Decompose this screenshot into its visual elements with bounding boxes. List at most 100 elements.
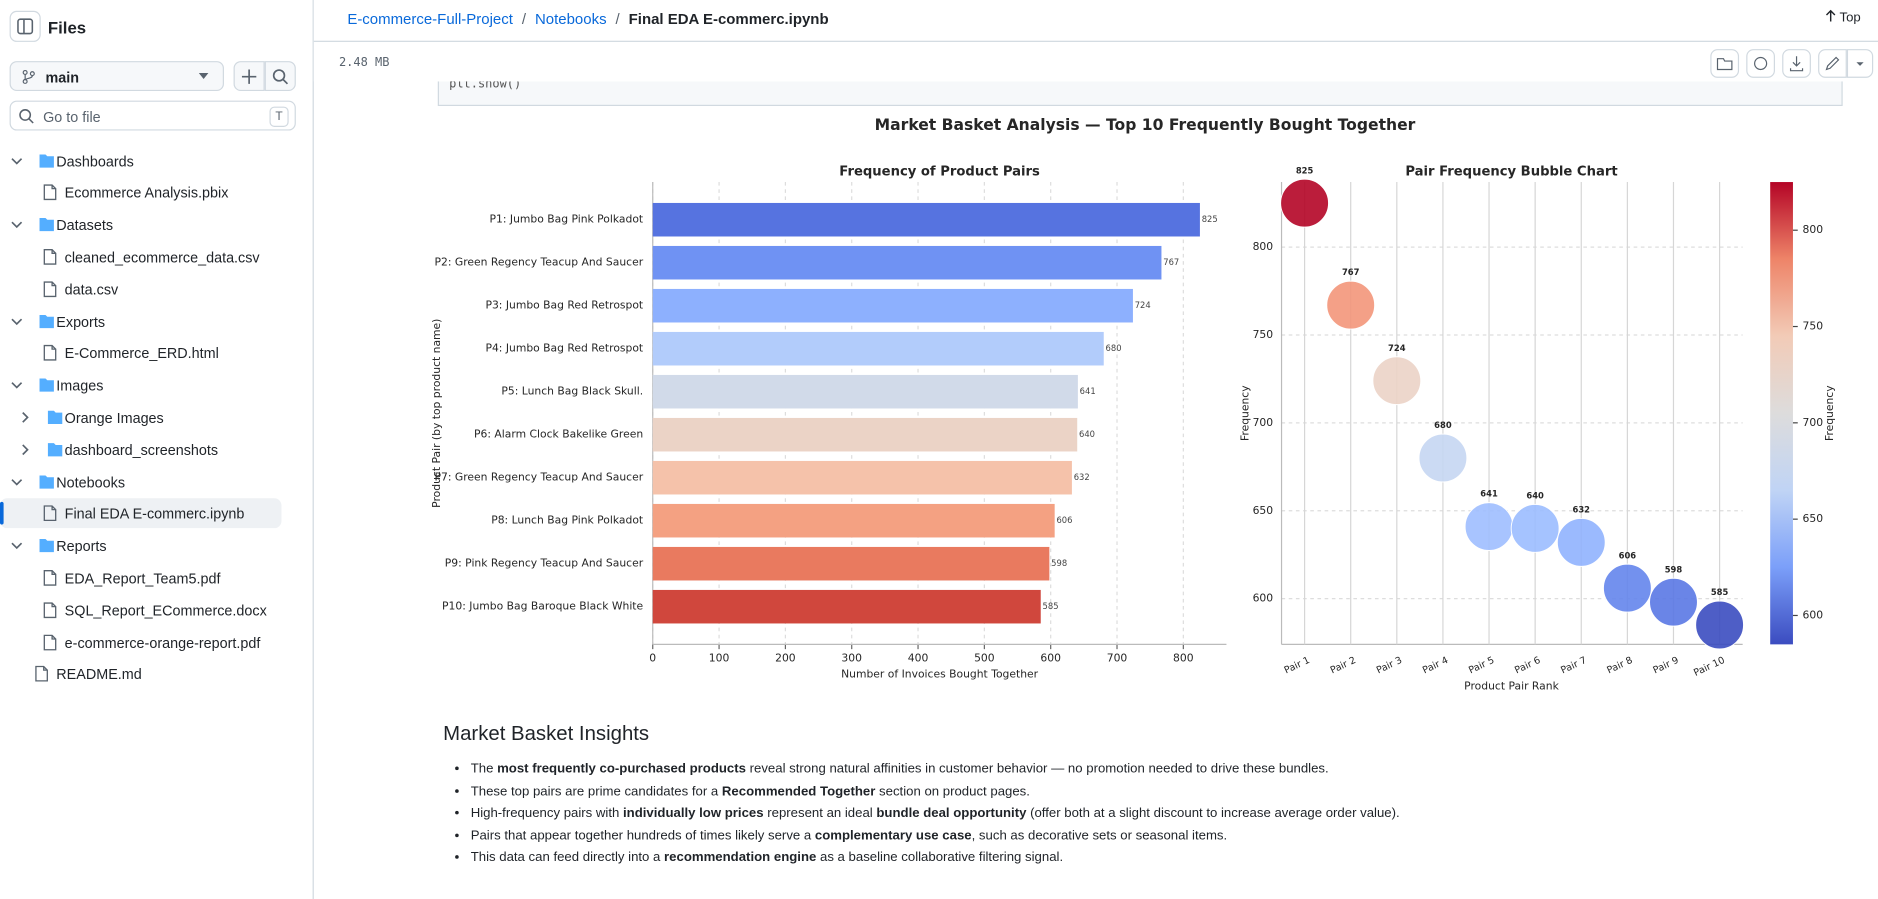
icon	[1716, 58, 1733, 71]
file-icon	[35, 666, 48, 682]
file-row[interactable]: data.csv	[0, 274, 281, 304]
tree-label: E-Commerce_ERD.html	[64, 345, 219, 363]
breadcrumb-link[interactable]: Notebooks	[534, 10, 607, 28]
toolbar-button[interactable]	[1846, 49, 1874, 78]
x-tick-label: Pair 7	[1559, 655, 1588, 676]
x-axis-label: Product Pair Rank	[1464, 679, 1559, 692]
bubble	[1280, 178, 1330, 228]
x-tick-label: Pair 9	[1652, 655, 1681, 676]
chart-title: Frequency of Product Pairs	[839, 164, 1040, 179]
breadcrumbs: E-commerce-Full-Project / Notebooks / Fi…	[347, 11, 828, 28]
folder-row[interactable]: Orange Images	[0, 402, 281, 432]
file-icon	[43, 248, 57, 265]
insight-item: The most frequently co-purchased product…	[471, 758, 1821, 780]
branch-button[interactable]: main	[9, 61, 224, 92]
toolbar-button[interactable]	[1710, 49, 1740, 78]
folder-row[interactable]: Notebooks	[0, 467, 281, 497]
y-tick-label: P4: Jumbo Bag Red Retrospot	[485, 342, 643, 355]
file-row[interactable]: Final EDA E-commerc.ipynb	[0, 498, 282, 529]
file-row[interactable]: e-commerce-orange-report.pdf	[0, 627, 281, 657]
insight-text: The	[470, 761, 498, 777]
x-tick-label: 300	[841, 652, 862, 665]
value-label: 641	[1480, 489, 1498, 499]
file-row[interactable]: README.md	[0, 659, 281, 689]
file-shape	[43, 569, 57, 586]
top-link-text: Top	[1839, 10, 1861, 26]
insight-item: These top pairs are prime candidates for…	[471, 780, 1821, 802]
chevron	[22, 411, 29, 423]
value-label: 606	[1619, 550, 1637, 560]
value-label: 598	[1665, 564, 1683, 574]
folder-row[interactable]: Exports	[0, 306, 281, 336]
folder-icon	[11, 378, 54, 392]
folder-row[interactable]: Dashboards	[0, 146, 281, 176]
y-tick-label: 700	[1253, 416, 1274, 429]
x-tick-label: Pair 4	[1421, 655, 1450, 676]
file-row[interactable]: SQL_Report_ECommerce.docx	[0, 595, 281, 625]
file-shape	[43, 602, 57, 618]
y-tick-label: 750	[1253, 328, 1274, 341]
folder-shape	[39, 153, 54, 168]
insight-text: , such as decorative sets or seasonal it…	[971, 828, 1228, 843]
value-label: 632	[1573, 505, 1591, 515]
tree-label: Reports	[56, 537, 107, 555]
y-axis-label: Product Pair (by top product name)	[430, 319, 443, 508]
bar	[652, 331, 1104, 366]
bar	[652, 288, 1133, 323]
branch-name: main	[45, 69, 80, 87]
tree-label: EDA_Report_Team5.pdf	[64, 569, 221, 587]
tree-label: e-commerce-orange-report.pdf	[64, 634, 261, 651]
insight-text: as a baseline collaborative filtering si…	[816, 850, 1064, 865]
insight-bold: Recommended Together	[721, 783, 876, 799]
shortcut-key: T	[269, 106, 289, 127]
toolbar-button[interactable]	[1782, 49, 1811, 78]
insight-text: (offer both at a slight discount to incr…	[1026, 806, 1400, 821]
bar	[652, 460, 1072, 495]
folder-icon	[11, 314, 54, 328]
header-divider	[313, 40, 1878, 42]
file-row[interactable]: E-Commerce_ERD.html	[0, 338, 281, 368]
toolbar-button[interactable]	[1818, 49, 1847, 78]
bubble	[1326, 280, 1376, 330]
top-link[interactable]: Top	[1825, 9, 1861, 26]
y-tick-label: P9: Pink Regency Teacup And Saucer	[445, 557, 644, 570]
folder-row[interactable]: dashboard_screenshots	[0, 434, 281, 464]
folder-shape	[47, 442, 63, 456]
y-tick-label: P8: Lunch Bag Pink Polkadot	[491, 514, 643, 527]
bar	[652, 202, 1200, 237]
folder-row[interactable]: Datasets	[0, 210, 281, 240]
folder-shape	[39, 378, 54, 392]
sidebar-toggle[interactable]	[9, 10, 41, 42]
insight-bold: most frequently co-purchased products	[497, 761, 746, 777]
x-tick-label: 100	[709, 652, 730, 665]
bubbles	[1303, 182, 1721, 645]
bubble	[1418, 433, 1468, 483]
file-row[interactable]: cleaned_ecommerce_data.csv	[0, 242, 281, 272]
value-label: 585	[1043, 601, 1059, 611]
value-label: 640	[1079, 429, 1095, 439]
file-row[interactable]: Ecommerce Analysis.pbix	[0, 178, 281, 208]
add-file-button[interactable]	[233, 61, 265, 92]
y-tick-label: P6: Alarm Clock Bakelike Green	[474, 428, 643, 441]
chevron	[11, 382, 23, 389]
insight-item: This data can feed directly into a recom…	[471, 847, 1821, 869]
folder-row[interactable]: Images	[0, 370, 281, 400]
file-row[interactable]: EDA_Report_Team5.pdf	[0, 563, 281, 593]
folder-row[interactable]: Reports	[0, 531, 281, 561]
breadcrumb-link[interactable]: E-commerce-Full-Project	[347, 10, 513, 28]
search-icon	[19, 109, 34, 124]
folder-icon	[11, 153, 54, 168]
tree-label: dashboard_screenshots	[64, 441, 219, 459]
value-label: 825	[1296, 165, 1314, 175]
file-shape	[43, 634, 57, 650]
chevron	[11, 157, 23, 165]
bubble	[1372, 356, 1422, 406]
bar	[652, 374, 1078, 409]
go-to-file-input[interactable]: Go to file T	[9, 100, 296, 131]
folder-shape	[47, 410, 63, 424]
search-button[interactable]	[264, 61, 296, 92]
y-axis-label: Frequency	[1239, 385, 1252, 441]
toolbar-button[interactable]	[1746, 49, 1775, 78]
file-icon	[43, 634, 57, 650]
plus-icon	[241, 69, 257, 84]
